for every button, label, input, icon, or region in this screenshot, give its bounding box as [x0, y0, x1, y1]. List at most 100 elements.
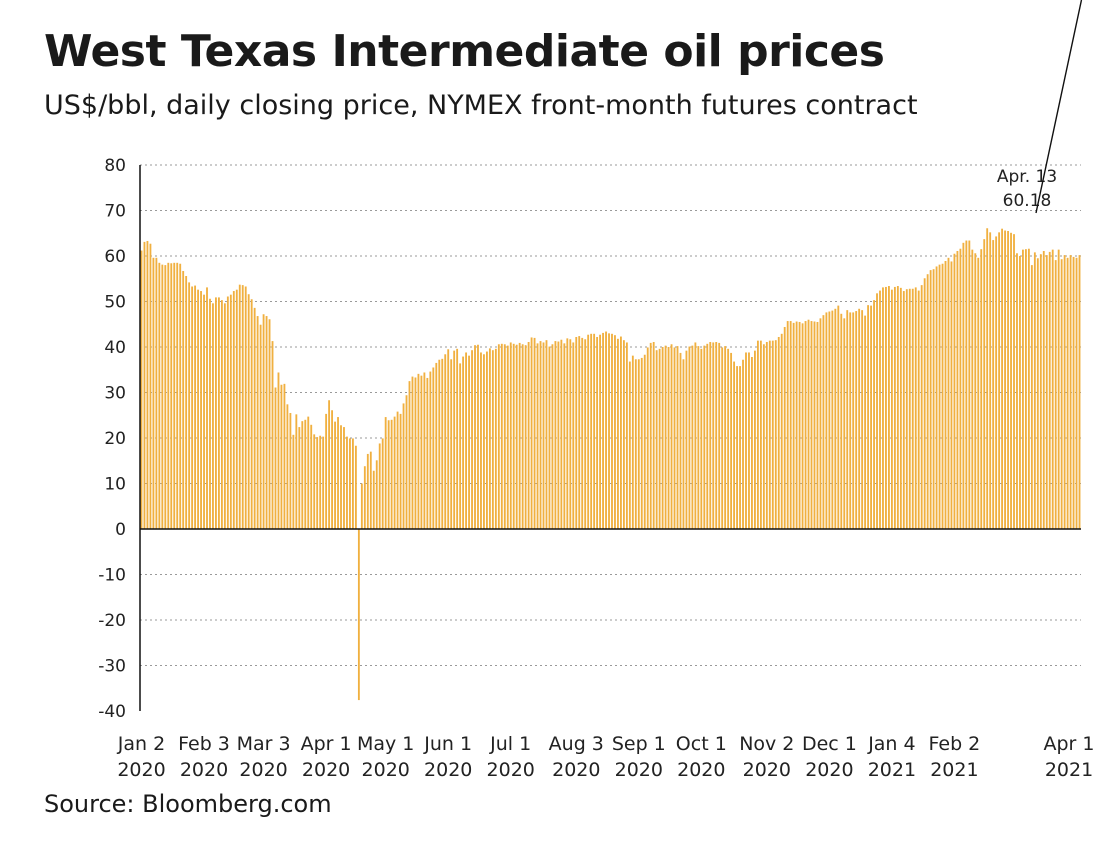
price-bar	[468, 355, 470, 529]
annotation-label: Apr. 13	[997, 167, 1057, 187]
price-bar	[527, 342, 530, 529]
x-tick-label: 2021	[868, 759, 916, 781]
price-bar	[435, 362, 438, 529]
price-bar	[310, 424, 313, 529]
price-bar	[206, 287, 208, 529]
price-bar	[396, 411, 399, 529]
x-tick-label: Apr 1	[1044, 733, 1095, 755]
price-bar	[453, 350, 456, 529]
price-bar	[700, 348, 703, 529]
price-bar	[363, 466, 366, 529]
axes	[139, 165, 1081, 711]
price-bar	[590, 333, 593, 529]
price-bar	[736, 366, 738, 529]
price-bar	[277, 372, 280, 529]
price-bar	[399, 413, 402, 529]
price-bar	[733, 361, 736, 529]
price-bar	[962, 242, 965, 529]
price-bar	[1010, 232, 1012, 530]
price-bar	[149, 243, 152, 529]
price-bar	[712, 342, 715, 529]
price-bar	[694, 342, 697, 529]
price-bar	[756, 340, 759, 529]
y-tick-label: 0	[115, 520, 126, 540]
price-bar	[515, 344, 518, 529]
price-bar	[1063, 255, 1066, 529]
price-bar	[748, 352, 750, 529]
price-bar	[724, 346, 727, 529]
price-bar	[212, 303, 214, 529]
price-bar	[247, 294, 250, 529]
price-bar	[343, 427, 345, 529]
price-bar	[337, 417, 339, 529]
price-bar	[441, 358, 444, 529]
price-bar	[914, 287, 917, 529]
price-bar	[867, 305, 870, 529]
y-tick-label: 30	[104, 384, 126, 404]
price-bar	[917, 290, 920, 529]
price-bar	[742, 359, 744, 529]
price-bar	[980, 249, 983, 529]
x-tick-label: Feb 2	[929, 733, 981, 755]
price-bar	[381, 438, 384, 529]
price-bar	[497, 344, 500, 529]
price-bar	[471, 350, 473, 529]
price-bar	[253, 307, 256, 529]
x-tick-label: 2020	[487, 759, 535, 781]
price-bar	[974, 253, 977, 529]
price-bar	[548, 346, 551, 529]
x-tick-label: 2020	[239, 759, 287, 781]
price-bar	[777, 336, 780, 529]
price-bar	[596, 336, 599, 529]
x-tick-label: Aug 3	[549, 733, 604, 755]
price-bar	[539, 341, 542, 529]
price-bar	[530, 337, 533, 529]
x-tick-label: 2020	[302, 759, 350, 781]
source-note: Source: Bloomberg.com	[44, 790, 332, 818]
price-bar	[289, 412, 292, 529]
price-bar	[444, 354, 447, 529]
price-bar	[599, 334, 601, 529]
price-bar	[846, 310, 849, 529]
price-bar	[804, 321, 807, 529]
x-tick-label: 2020	[805, 759, 853, 781]
price-bar	[491, 350, 494, 529]
price-bar	[462, 356, 465, 529]
price-bar	[697, 346, 700, 529]
price-bar	[1007, 230, 1009, 529]
price-bar	[899, 287, 902, 529]
price-bar	[372, 470, 375, 529]
x-tick-label: Oct 1	[676, 733, 727, 755]
price-bar	[200, 291, 202, 529]
price-bar	[625, 342, 628, 529]
price-bar	[1075, 257, 1078, 529]
price-bar	[786, 321, 789, 529]
price-bar	[858, 308, 861, 529]
price-bar	[179, 263, 182, 529]
price-bar	[929, 270, 932, 529]
price-bar	[161, 264, 164, 529]
price-bar	[232, 291, 235, 529]
price-bar	[1069, 255, 1072, 529]
price-bar	[849, 312, 852, 529]
price-bar	[1033, 252, 1036, 530]
price-bar	[864, 315, 867, 529]
price-bar	[1057, 249, 1060, 529]
x-tick-label: 2021	[930, 759, 978, 781]
price-bar	[304, 419, 307, 529]
price-bar	[536, 343, 539, 529]
price-bar	[581, 337, 584, 529]
price-bar	[217, 297, 220, 529]
price-bar	[369, 451, 372, 529]
price-bar	[438, 359, 441, 529]
price-bar	[357, 529, 360, 701]
price-bar	[888, 286, 890, 529]
price-bar	[259, 324, 262, 529]
price-bar	[173, 262, 176, 529]
price-bar	[673, 347, 676, 529]
price-bar	[518, 342, 521, 529]
price-bar	[280, 384, 283, 529]
price-bar	[319, 435, 322, 529]
price-bar	[235, 289, 238, 529]
price-bar	[807, 319, 810, 529]
